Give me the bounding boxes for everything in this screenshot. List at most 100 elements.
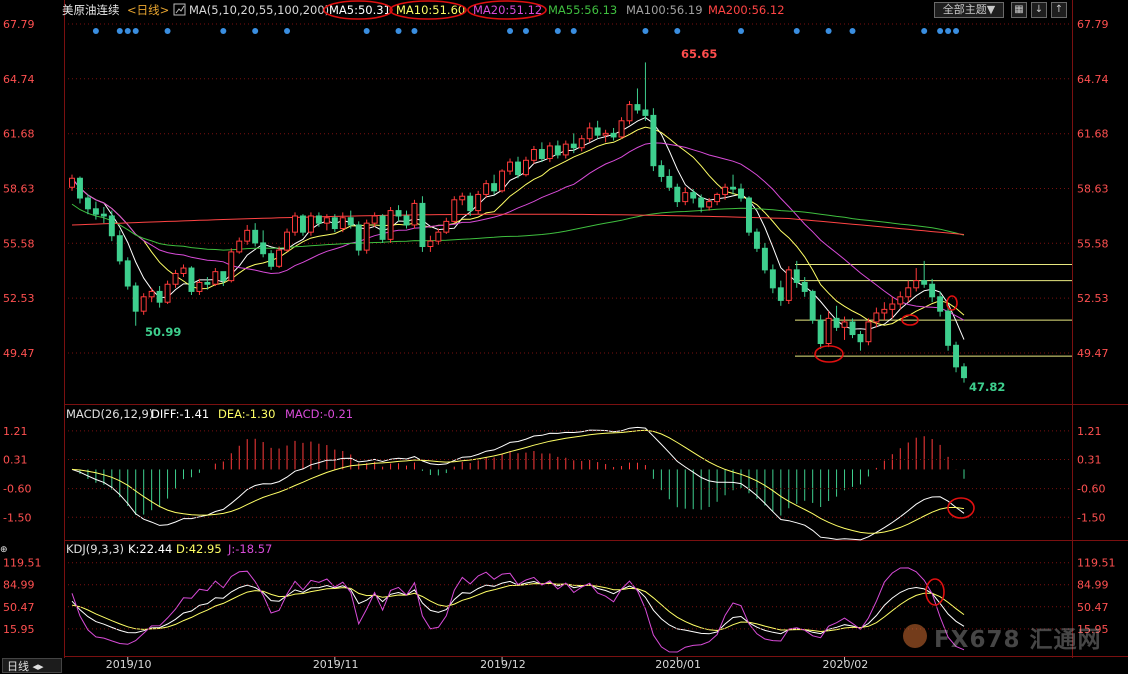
candle-body — [634, 104, 641, 111]
signal-dot — [92, 28, 99, 34]
macd-diff-line — [71, 426, 965, 541]
kdj-k: K:22.44 — [128, 542, 172, 556]
candle-body — [618, 120, 625, 138]
ma200-line — [71, 213, 965, 235]
arrow-down-icon[interactable]: ↓ — [1031, 2, 1047, 18]
arrow-up-icon[interactable]: ↑ — [1051, 2, 1067, 18]
candle-body — [268, 253, 275, 267]
kdj-tick-left: 50.47 — [3, 601, 35, 614]
candle-body — [148, 290, 155, 298]
candle-body — [443, 220, 450, 233]
candle-body — [745, 197, 752, 233]
candle-body — [172, 272, 179, 285]
signal-dot — [674, 28, 681, 34]
candle-body — [785, 269, 792, 301]
horizontal-levels — [795, 263, 1072, 357]
watermark-text: FX678 汇通网 — [934, 627, 1102, 653]
price-tick-right: 52.53 — [1077, 292, 1109, 305]
candle-body — [881, 308, 888, 314]
header-legend: 美原油连续 <日线> MA(5,10,20,55,100,200) MA5:50… — [62, 0, 785, 20]
candlesticks — [69, 62, 967, 383]
signal-dot — [738, 28, 744, 34]
ma55-line — [71, 203, 965, 251]
candle-body — [714, 193, 721, 203]
ma10-value: MA10:51.60 — [396, 3, 465, 17]
signal-dot — [124, 28, 131, 34]
annotation-circle-kdj — [925, 578, 945, 606]
candle-body — [650, 114, 657, 167]
candle-body — [387, 210, 394, 240]
signal-dot — [507, 28, 514, 34]
candle-body — [706, 201, 713, 208]
price-tick-right: 67.79 — [1077, 18, 1109, 31]
candle-body — [626, 104, 633, 122]
candle-body — [921, 280, 928, 285]
chart-line-icon — [175, 5, 185, 14]
period-tab-daily[interactable]: 日线 ◂▸ — [2, 658, 62, 673]
kdj-settings-icon[interactable]: ⊕ — [0, 545, 8, 555]
candle-body — [515, 161, 521, 176]
macd-dea: DEA:-1.30 — [218, 407, 275, 421]
kdj-tick-left: 119.51 — [3, 557, 42, 570]
candle-body — [419, 202, 426, 248]
chevron-down-icon: ▼ — [986, 3, 996, 16]
candle-body — [252, 229, 259, 244]
price-tick-left: 58.63 — [3, 183, 35, 196]
candle-body — [315, 215, 322, 224]
price-tick-left: 49.47 — [3, 347, 35, 360]
macd-tick-right: 1.21 — [1077, 425, 1102, 438]
macd-tick-right: -0.60 — [1077, 483, 1105, 496]
candle-body — [953, 344, 960, 368]
macd-tick-right: 0.31 — [1077, 454, 1102, 467]
high-price-label: 65.65 — [681, 47, 717, 61]
price-tick-left: 64.74 — [3, 73, 35, 86]
candle-body — [761, 247, 768, 271]
kdj-lines — [71, 567, 965, 653]
signal-dot — [395, 28, 402, 34]
kdj-j-line — [71, 567, 965, 653]
candle-body — [260, 242, 267, 255]
signal-dot — [132, 28, 139, 34]
candle-body — [530, 149, 537, 161]
candle-body — [929, 283, 936, 298]
candle-body — [698, 197, 705, 208]
theme-selector-button[interactable]: 全部主题▼ — [934, 2, 1004, 18]
candle-body — [538, 149, 545, 160]
signal-dot — [554, 28, 561, 34]
candle-body — [92, 208, 99, 215]
macd-tick-left: -1.50 — [3, 511, 31, 524]
candle-body — [339, 217, 346, 230]
candle-body — [562, 143, 569, 156]
signal-dot — [220, 28, 227, 34]
candle-body — [69, 177, 75, 188]
candle-body — [299, 215, 306, 233]
annotation-circle-macd — [947, 497, 975, 519]
candle-body — [379, 215, 386, 240]
kdj-legend: ⊕ KDJ(9,3,3) K:22.44 D:42.95 J:-18.57 — [0, 542, 272, 556]
candle-body — [164, 283, 171, 303]
candle-body — [140, 296, 147, 312]
chart-settings-icon[interactable] — [173, 3, 186, 16]
candle-body — [594, 127, 601, 136]
period-tab-label: 日线 — [7, 660, 29, 673]
signal-dot — [825, 28, 832, 34]
grid-toggle-icon[interactable]: ▦ — [1011, 2, 1027, 18]
price-tick-left: 67.79 — [3, 18, 35, 31]
candle-body — [244, 229, 251, 242]
date-tick-label: 2019/11 — [313, 658, 359, 671]
candle-body — [395, 210, 402, 217]
price-tick-right: 64.74 — [1077, 73, 1109, 86]
price-tick-right: 58.63 — [1077, 183, 1109, 196]
candle-body — [674, 186, 681, 203]
annotation-circle-cross — [901, 314, 919, 326]
signal-dot — [164, 28, 171, 34]
candle-body — [522, 159, 529, 176]
candle-body — [403, 215, 410, 226]
candle-body — [284, 231, 291, 251]
signal-dot — [953, 28, 960, 34]
candle-body — [753, 231, 760, 249]
date-tick-label: 2020/02 — [823, 658, 869, 671]
signal-dot — [411, 28, 418, 34]
